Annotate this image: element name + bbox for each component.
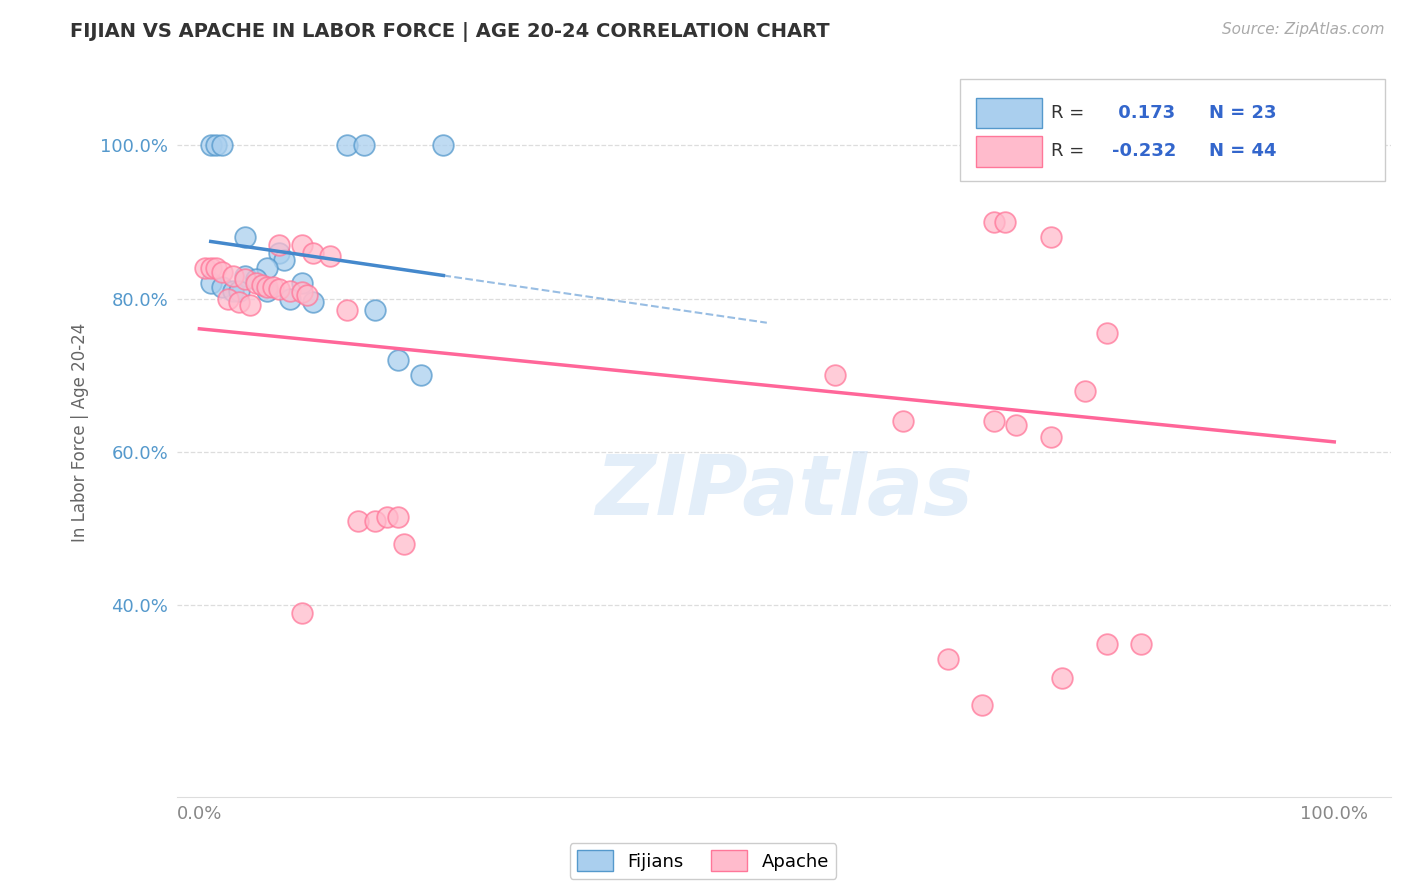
Point — [994, 215, 1017, 229]
Point — [347, 514, 370, 528]
Point — [387, 510, 409, 524]
Text: Source: ZipAtlas.com: Source: ZipAtlas.com — [1222, 22, 1385, 37]
Point — [1050, 671, 1073, 685]
Point — [432, 138, 454, 153]
Point — [233, 230, 256, 244]
Point — [278, 284, 301, 298]
Legend: Fijians, Apache: Fijians, Apache — [569, 843, 837, 879]
Point — [233, 272, 256, 286]
Point — [409, 368, 432, 383]
Point — [222, 284, 245, 298]
Point — [1097, 637, 1119, 651]
Point — [200, 277, 222, 291]
Point — [278, 292, 301, 306]
Point — [1097, 326, 1119, 340]
Point — [1130, 637, 1153, 651]
Point — [392, 537, 415, 551]
FancyBboxPatch shape — [976, 97, 1042, 128]
Point — [891, 414, 914, 428]
FancyBboxPatch shape — [976, 136, 1042, 167]
Point — [1073, 384, 1095, 398]
Point — [302, 245, 325, 260]
Point — [200, 138, 222, 153]
Point — [1039, 430, 1062, 444]
Point — [1005, 418, 1028, 433]
Point — [290, 606, 312, 620]
Point — [938, 652, 960, 666]
Point — [353, 138, 375, 153]
Text: FIJIAN VS APACHE IN LABOR FORCE | AGE 20-24 CORRELATION CHART: FIJIAN VS APACHE IN LABOR FORCE | AGE 20… — [70, 22, 830, 42]
Point — [336, 138, 359, 153]
Point — [375, 510, 398, 524]
Point — [245, 272, 267, 286]
Point — [364, 303, 387, 318]
Point — [319, 249, 342, 263]
Point — [824, 368, 846, 383]
Text: R =: R = — [1052, 142, 1090, 160]
Point — [1312, 138, 1334, 153]
Y-axis label: In Labor Force | Age 20-24: In Labor Force | Age 20-24 — [72, 323, 89, 542]
Text: R =: R = — [1052, 104, 1090, 122]
Point — [239, 298, 262, 312]
Point — [256, 260, 278, 275]
Point — [1323, 138, 1346, 153]
Point — [295, 287, 318, 301]
Point — [228, 284, 250, 298]
Point — [200, 260, 222, 275]
Point — [211, 265, 233, 279]
Point — [233, 268, 256, 283]
Point — [364, 514, 387, 528]
Point — [302, 295, 325, 310]
Point — [211, 280, 233, 294]
Point — [205, 138, 228, 153]
Text: -0.232: -0.232 — [1112, 142, 1175, 160]
Point — [267, 245, 290, 260]
Point — [972, 698, 994, 712]
Point — [205, 260, 228, 275]
Text: N = 44: N = 44 — [1209, 142, 1277, 160]
Point — [267, 282, 290, 296]
Point — [290, 285, 312, 300]
Point — [983, 414, 1005, 428]
Point — [256, 284, 278, 298]
Text: 0.173: 0.173 — [1112, 104, 1175, 122]
Point — [256, 280, 278, 294]
Point — [387, 353, 409, 368]
Point — [262, 280, 284, 294]
Point — [222, 268, 245, 283]
Point — [267, 238, 290, 252]
Point — [290, 238, 312, 252]
Point — [228, 295, 250, 310]
Point — [245, 277, 267, 291]
Point — [273, 253, 295, 268]
Point — [250, 277, 273, 292]
Point — [217, 292, 239, 306]
Point — [336, 303, 359, 318]
Point — [194, 260, 217, 275]
Point — [211, 138, 233, 153]
Point — [290, 277, 312, 291]
Text: ZIPatlas: ZIPatlas — [595, 450, 973, 532]
Point — [1039, 230, 1062, 244]
Point — [983, 215, 1005, 229]
FancyBboxPatch shape — [960, 79, 1385, 181]
Text: N = 23: N = 23 — [1209, 104, 1277, 122]
